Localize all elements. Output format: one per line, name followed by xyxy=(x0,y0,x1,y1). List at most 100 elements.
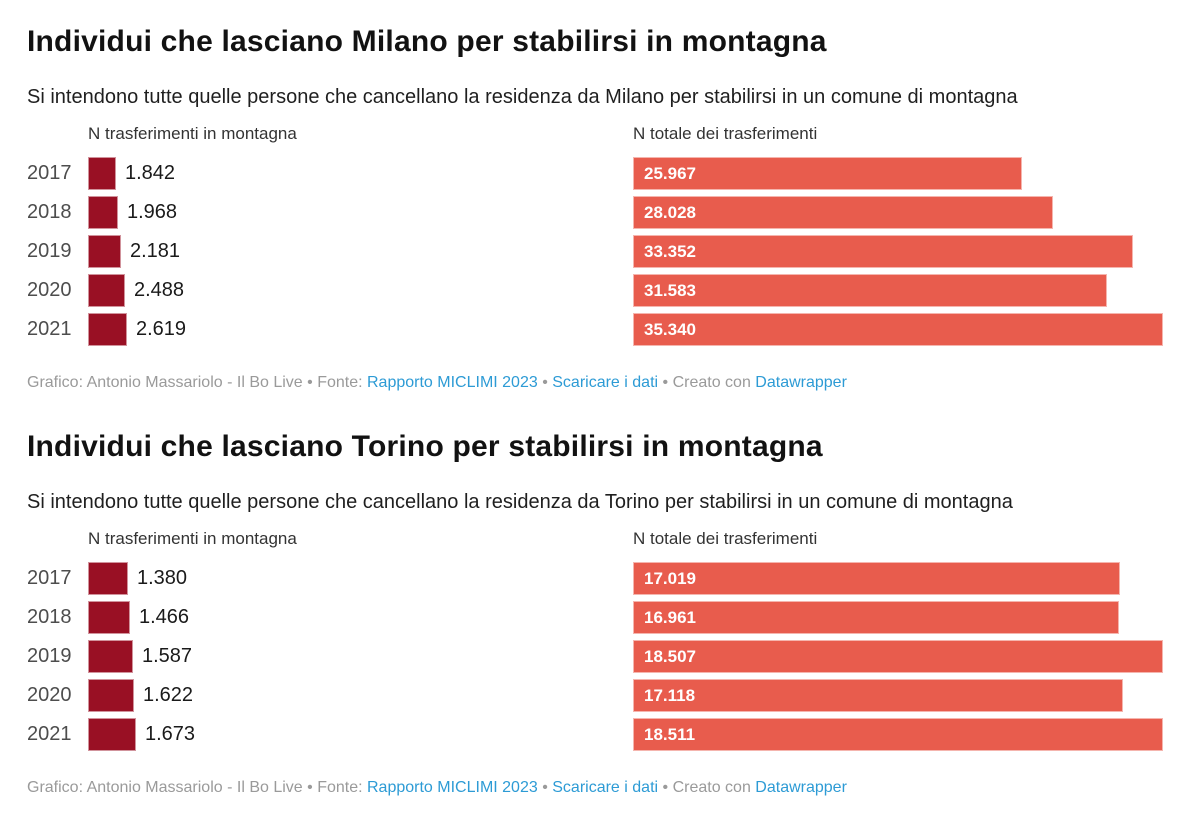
year-label: 2020 xyxy=(27,684,72,706)
chart-title: Individui che lasciano Torino per stabil… xyxy=(27,430,823,463)
totale-cell: 28.028 xyxy=(633,196,1163,229)
montagna-value-label: 1.466 xyxy=(139,606,190,628)
footer-created-label: Creato con xyxy=(672,779,756,796)
chart-rows: 2017 1.842 25.967 2018 1.968 28.028 2019… xyxy=(27,154,1163,349)
montagna-cell: 1.842 xyxy=(88,157,633,190)
totale-bar-label: 35.340 xyxy=(644,319,696,339)
year-label: 2017 xyxy=(27,567,72,589)
montagna-bar xyxy=(88,235,121,268)
totale-bar: 25.967 xyxy=(633,157,1022,190)
column-headers: N trasferimenti in montagna N totale dei… xyxy=(27,124,1163,144)
footer-source-link[interactable]: Rapporto MICLIMI 2023 xyxy=(367,779,538,796)
montagna-cell: 1.587 xyxy=(88,640,633,673)
totale-cell: 18.507 xyxy=(633,640,1163,673)
column-headers: N trasferimenti in montagna N totale dei… xyxy=(27,529,1163,549)
totale-cell: 18.511 xyxy=(633,718,1163,751)
montagna-bar xyxy=(88,679,134,712)
totale-cell: 25.967 xyxy=(633,157,1163,190)
column-header-spacer xyxy=(27,529,88,549)
chart-title: Individui che lasciano Milano per stabil… xyxy=(27,25,827,58)
totale-bar-label: 28.028 xyxy=(644,202,696,222)
footer-separator: • xyxy=(537,779,553,796)
montagna-value-label: 1.380 xyxy=(137,567,188,589)
column-header-totale: N totale dei trasferimenti xyxy=(633,529,818,548)
totale-bar-label: 31.583 xyxy=(644,280,696,300)
footer-credit: Grafico: Antonio Massariolo - Il Bo Live xyxy=(27,779,303,796)
chart-row: 2018 1.968 28.028 xyxy=(27,193,1163,232)
chart-row: 2018 1.466 16.961 xyxy=(27,598,1163,637)
chart-row: 2019 2.181 33.352 xyxy=(27,232,1163,271)
year-label: 2018 xyxy=(27,201,72,223)
totale-bar-label: 17.118 xyxy=(644,685,696,705)
montagna-value-label: 2.181 xyxy=(130,240,181,262)
year-label: 2018 xyxy=(27,606,72,628)
totale-bar: 18.511 xyxy=(633,718,1163,751)
year-label: 2021 xyxy=(27,723,72,745)
footer-source-link[interactable]: Rapporto MICLIMI 2023 xyxy=(367,374,538,391)
totale-bar: 31.583 xyxy=(633,274,1107,307)
totale-cell: 17.019 xyxy=(633,562,1163,595)
column-header-montagna: N trasferimenti in montagna xyxy=(88,529,297,548)
footer-credit: Grafico: Antonio Massariolo - Il Bo Live xyxy=(27,374,303,391)
totale-bar-label: 33.352 xyxy=(644,241,696,261)
montagna-cell: 1.466 xyxy=(88,601,633,634)
totale-bar-label: 17.019 xyxy=(644,568,696,588)
year-label: 2017 xyxy=(27,162,72,184)
montagna-cell: 1.673 xyxy=(88,718,633,751)
totale-bar: 18.507 xyxy=(633,640,1163,673)
totale-bar-label: 18.507 xyxy=(644,646,696,666)
column-header-spacer xyxy=(27,124,88,144)
footer-created-label: Creato con xyxy=(672,374,756,391)
chart-rows: 2017 1.380 17.019 2018 1.466 16.961 2019… xyxy=(27,559,1163,754)
year-label: 2019 xyxy=(27,240,72,262)
year-label: 2021 xyxy=(27,318,72,340)
totale-bar: 16.961 xyxy=(633,601,1119,634)
chart-row: 2019 1.587 18.507 xyxy=(27,637,1163,676)
year-label: 2019 xyxy=(27,645,72,667)
footer-download-link[interactable]: Scaricare i dati xyxy=(552,779,659,796)
montagna-value-label: 1.587 xyxy=(142,645,193,667)
totale-bar-label: 18.511 xyxy=(644,724,696,744)
totale-cell: 17.118 xyxy=(633,679,1163,712)
montagna-value-label: 2.619 xyxy=(136,318,187,340)
footer-separator: • xyxy=(302,779,318,796)
footer-separator: • xyxy=(537,374,553,391)
footer-datawrapper-link[interactable]: Datawrapper xyxy=(755,374,847,391)
totale-bar: 28.028 xyxy=(633,196,1053,229)
footer-source-label: Fonte: xyxy=(317,374,367,391)
montagna-value-label: 1.622 xyxy=(143,684,194,706)
column-header-montagna: N trasferimenti in montagna xyxy=(88,124,297,143)
totale-cell: 16.961 xyxy=(633,601,1163,634)
chart-footer: Grafico: Antonio Massariolo - Il Bo Live… xyxy=(27,779,1163,797)
chart-footer: Grafico: Antonio Massariolo - Il Bo Live… xyxy=(27,374,1163,392)
chart-row: 2017 1.380 17.019 xyxy=(27,559,1163,598)
footer-separator: • xyxy=(658,779,673,796)
chart-subtitle: Si intendono tutte quelle persone che ca… xyxy=(27,86,1018,108)
montagna-bar xyxy=(88,157,116,190)
montagna-cell: 2.181 xyxy=(88,235,633,268)
montagna-value-label: 2.488 xyxy=(134,279,185,301)
footer-separator: • xyxy=(658,374,673,391)
chart-subtitle: Si intendono tutte quelle persone che ca… xyxy=(27,491,1013,513)
montagna-cell: 1.968 xyxy=(88,196,633,229)
montagna-value-label: 1.842 xyxy=(125,162,176,184)
montagna-cell: 1.380 xyxy=(88,562,633,595)
footer-datawrapper-link[interactable]: Datawrapper xyxy=(755,779,847,796)
chart-row: 2020 1.622 17.118 xyxy=(27,676,1163,715)
footer-download-link[interactable]: Scaricare i dati xyxy=(552,374,659,391)
montagna-cell: 2.488 xyxy=(88,274,633,307)
montagna-bar xyxy=(88,274,125,307)
totale-cell: 31.583 xyxy=(633,274,1163,307)
montagna-bar xyxy=(88,196,118,229)
chart-row: 2020 2.488 31.583 xyxy=(27,271,1163,310)
montagna-bar xyxy=(88,640,133,673)
totale-bar: 17.118 xyxy=(633,679,1123,712)
montagna-value-label: 1.673 xyxy=(145,723,196,745)
totale-bar-label: 16.961 xyxy=(644,607,696,627)
chart-milano: Individui che lasciano Milano per stabil… xyxy=(27,25,1163,392)
totale-bar-label: 25.967 xyxy=(644,163,696,183)
totale-bar: 33.352 xyxy=(633,235,1133,268)
montagna-cell: 2.619 xyxy=(88,313,633,346)
chart-row: 2021 1.673 18.511 xyxy=(27,715,1163,754)
